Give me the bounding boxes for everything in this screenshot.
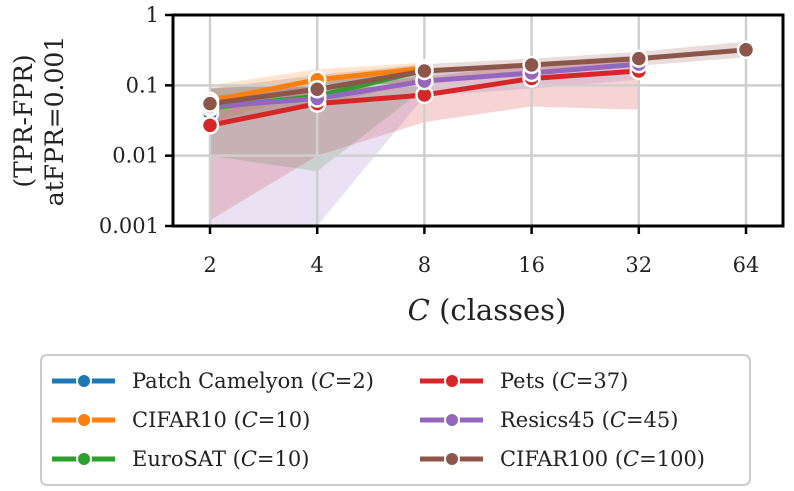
y-tick-label: 1: [146, 3, 159, 27]
y-tick-label: 0.001: [99, 214, 159, 238]
x-tick-label: 2: [203, 253, 216, 277]
legend-marker: [444, 451, 460, 467]
legend-label: Resics45 (C=45): [500, 408, 678, 432]
y-axis-label-line1: (TPR-FPR): [9, 54, 38, 187]
series-line-5: [209, 47, 747, 107]
x-tick-label: 4: [311, 253, 324, 277]
legend: Patch Camelyon (C=2) CIFAR10 (C=10) EuroSA…: [52, 369, 705, 471]
data-point: [415, 61, 434, 81]
series-lines: [200, 40, 756, 135]
y-axis-ticks: 0.001 0.01 0.1 1: [99, 3, 173, 238]
legend-marker: [444, 412, 460, 428]
legend-label: EuroSAT (C=10): [132, 447, 309, 471]
x-tick-label: 16: [518, 253, 545, 277]
x-tick-label: 32: [625, 253, 652, 277]
y-axis-label-line2: atFPR=0.001: [40, 36, 69, 206]
confidence-band-1: [210, 62, 425, 123]
legend-box: [40, 354, 751, 486]
legend-marker: [76, 373, 92, 389]
plot-frame: [171, 13, 785, 228]
data-point: [307, 79, 327, 99]
data-point: [629, 49, 649, 68]
data-point: [200, 94, 220, 113]
legend-label: Patch Camelyon (C=2): [132, 369, 374, 393]
x-tick-label: 64: [733, 253, 760, 277]
data-point: [522, 55, 541, 75]
data-point: [736, 40, 756, 60]
x-axis-label: C (classes): [408, 293, 567, 327]
legend-label: CIFAR10 (C=10): [132, 408, 310, 432]
legend-marker: [76, 451, 92, 467]
data-point: [200, 116, 220, 135]
y-tick-label: 0.01: [112, 144, 159, 168]
legend-marker: [76, 412, 92, 428]
legend-marker: [444, 373, 460, 389]
x-axis-ticks: 2 4 8 16 32 64: [203, 226, 759, 277]
legend-label: CIFAR100 (C=100): [500, 447, 705, 471]
y-tick-label: 0.1: [126, 73, 159, 97]
x-tick-label: 8: [418, 253, 431, 277]
legend-label: Pets (C=37): [500, 369, 628, 393]
